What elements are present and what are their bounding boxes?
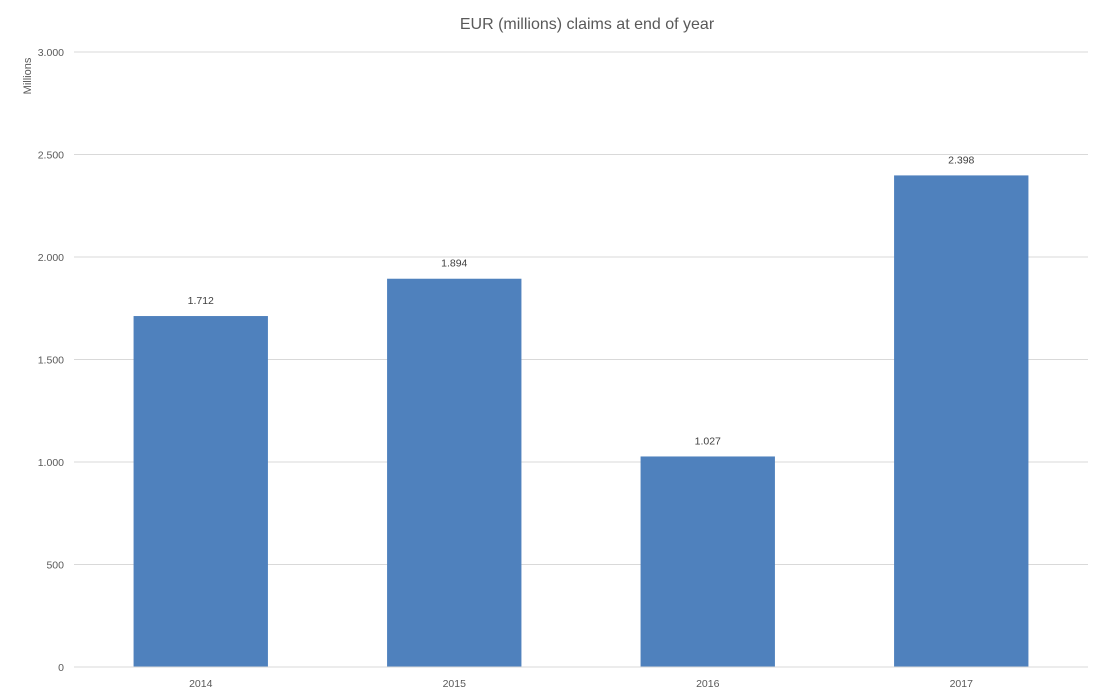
bar-2015 [387, 278, 522, 667]
y-tick-label: 2.000 [38, 252, 64, 264]
chart-title: EUR (millions) claims at end of year [460, 16, 715, 33]
y-tick-label: 2.500 [38, 150, 64, 162]
data-labels: 1.712 1.894 1.027 2.398 [188, 154, 975, 447]
y-tick-label: 3.000 [38, 47, 64, 59]
y-axis-ticks: 0 500 1.000 1.500 2.000 2.500 3.000 [38, 47, 64, 674]
data-label-2014: 1.712 [188, 295, 214, 307]
y-tick-label: 500 [46, 560, 64, 572]
data-label-2015: 1.894 [441, 258, 467, 270]
data-label-2016: 1.027 [695, 435, 721, 447]
y-tick-label: 0 [58, 662, 64, 674]
x-tick-label-2014: 2014 [189, 678, 213, 690]
x-tick-label-2015: 2015 [443, 678, 467, 690]
x-tick-label-2017: 2017 [950, 678, 974, 690]
y-tick-label: 1.000 [38, 457, 64, 469]
data-label-2017: 2.398 [948, 154, 974, 166]
bar-2017 [894, 175, 1029, 667]
x-tick-label-2016: 2016 [696, 678, 720, 690]
y-axis-label: Millions [22, 57, 34, 94]
y-tick-label: 1.500 [38, 355, 64, 367]
x-axis-ticks: 2014 2015 2016 2017 [189, 678, 973, 690]
bars [133, 175, 1029, 667]
bar-2014 [133, 316, 268, 667]
bar-2016 [640, 456, 775, 667]
